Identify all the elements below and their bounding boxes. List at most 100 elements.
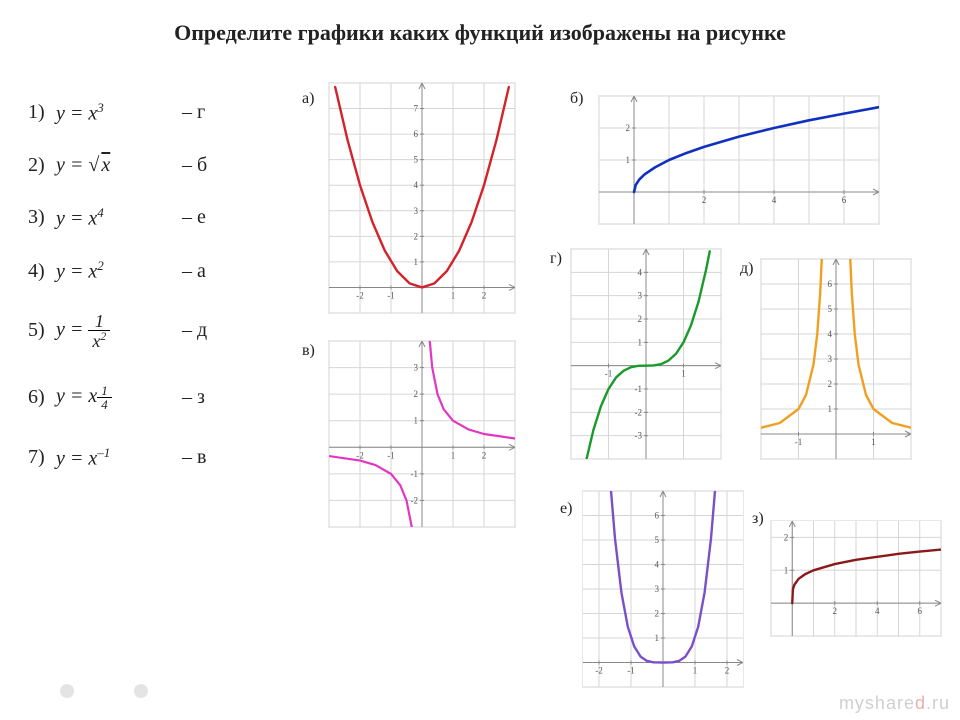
formula-number: 5)	[28, 319, 56, 342]
svg-text:5: 5	[655, 535, 660, 545]
formula-equation: y = √x	[56, 154, 166, 177]
svg-text:6: 6	[414, 129, 419, 139]
chart-svg: 2 4 6 1 2	[598, 95, 880, 225]
chart-label-v: в)	[302, 342, 315, 360]
svg-text:1: 1	[414, 257, 419, 267]
svg-text:-2: -2	[635, 407, 643, 417]
svg-text:2: 2	[414, 231, 419, 241]
svg-text:4: 4	[772, 195, 777, 205]
formula-list: 1)y = x3– г2)y = √x– б3)y = x4– е4)y = x…	[28, 100, 268, 499]
chart-svg: -2-1121234567	[328, 82, 516, 314]
formula-answer: – е	[182, 206, 206, 229]
svg-text:1: 1	[626, 155, 631, 165]
svg-text:2: 2	[833, 606, 838, 616]
slide-bullets	[60, 684, 148, 698]
formula-number: 4)	[28, 260, 56, 283]
formula-answer: – д	[182, 319, 207, 342]
chart-svg: -2-112-2-1123	[328, 340, 516, 528]
svg-text:2: 2	[702, 195, 707, 205]
svg-text:3: 3	[828, 354, 833, 364]
chart-label-a: а)	[302, 90, 314, 108]
formula-equation: y = x2	[56, 258, 166, 284]
svg-text:2: 2	[638, 314, 643, 324]
svg-text:4: 4	[875, 606, 880, 616]
chart-b: 2 4 6 1 2	[598, 95, 880, 225]
formula-answer: – б	[182, 154, 207, 177]
svg-text:-1: -1	[387, 290, 395, 300]
formula-answer: – в	[182, 446, 206, 469]
chart-svg: -2-112123456	[582, 490, 744, 688]
svg-text:2: 2	[655, 609, 660, 619]
formula-answer: – з	[182, 386, 205, 409]
chart-label-d: д)	[740, 260, 753, 278]
chart-label-z: з)	[752, 510, 764, 528]
svg-text:1: 1	[693, 666, 698, 676]
formula-row: 3)y = x4– е	[28, 205, 268, 231]
watermark-text: d	[915, 693, 926, 713]
formula-answer: – а	[182, 260, 206, 283]
formula-row: 1)y = x3 – г	[28, 100, 268, 126]
formula-row: 2)y = √x – б	[28, 154, 268, 177]
svg-text:3: 3	[638, 291, 643, 301]
svg-text:2: 2	[482, 450, 487, 460]
svg-text:6: 6	[918, 606, 923, 616]
chart-svg: -11123456	[760, 258, 912, 460]
svg-text:2: 2	[414, 389, 419, 399]
chart-v: -2-112-2-1123	[328, 340, 516, 528]
chart-a: -2-1121234567	[328, 82, 516, 314]
svg-text:-1: -1	[627, 666, 635, 676]
svg-text:2: 2	[784, 532, 789, 542]
svg-text:1: 1	[451, 450, 456, 460]
chart-label-e: е)	[560, 500, 572, 518]
svg-text:3: 3	[414, 206, 419, 216]
svg-text:3: 3	[414, 363, 419, 373]
formula-number: 6)	[28, 386, 56, 409]
svg-text:-2: -2	[411, 495, 419, 505]
svg-text:4: 4	[414, 180, 419, 190]
svg-text:-2: -2	[356, 290, 364, 300]
svg-text:6: 6	[842, 195, 847, 205]
svg-text:1: 1	[681, 369, 686, 379]
chart-svg: 24612	[770, 520, 942, 637]
svg-text:-1: -1	[411, 469, 419, 479]
svg-text:4: 4	[638, 267, 643, 277]
svg-text:1: 1	[871, 437, 876, 447]
formula-equation: y = x–1	[56, 445, 166, 471]
svg-text:6: 6	[655, 511, 660, 521]
formula-row: 6)y = x14– з	[28, 384, 268, 411]
chart-e: -2-112123456	[582, 490, 744, 688]
formula-number: 2)	[28, 154, 56, 177]
chart-svg: -11-3-2-11234	[570, 248, 722, 460]
svg-text:2: 2	[725, 666, 730, 676]
formula-equation: y = x3	[56, 100, 166, 126]
page-title: Определите графики каких функций изображ…	[0, 20, 960, 46]
svg-text:3: 3	[655, 584, 660, 594]
svg-text:-1: -1	[387, 450, 395, 460]
svg-text:-3: -3	[635, 431, 643, 441]
svg-text:-2: -2	[356, 450, 364, 460]
svg-text:4: 4	[828, 329, 833, 339]
formula-row: 7)y = x–1 – в	[28, 445, 268, 471]
formula-number: 7)	[28, 446, 56, 469]
formula-answer: – г	[182, 101, 205, 124]
svg-text:7: 7	[414, 104, 419, 114]
formula-number: 1)	[28, 101, 56, 124]
watermark-text: .ru	[926, 693, 950, 713]
bullet	[60, 684, 74, 698]
chart-label-g: г)	[550, 250, 562, 268]
svg-text:2: 2	[626, 123, 631, 133]
svg-text:1: 1	[828, 404, 833, 414]
svg-text:2: 2	[828, 379, 833, 389]
watermark: myshared.ru	[839, 693, 950, 714]
svg-text:-2: -2	[595, 666, 603, 676]
svg-text:5: 5	[828, 304, 833, 314]
watermark-text: myshare	[839, 693, 915, 713]
svg-text:5: 5	[414, 155, 419, 165]
bullet	[134, 684, 148, 698]
svg-text:1: 1	[451, 290, 456, 300]
formula-equation: y = 1x2	[56, 312, 166, 350]
svg-text:1: 1	[638, 337, 643, 347]
chart-z: 24612	[770, 520, 942, 637]
chart-d: -11123456	[760, 258, 912, 460]
svg-text:4: 4	[655, 560, 660, 570]
